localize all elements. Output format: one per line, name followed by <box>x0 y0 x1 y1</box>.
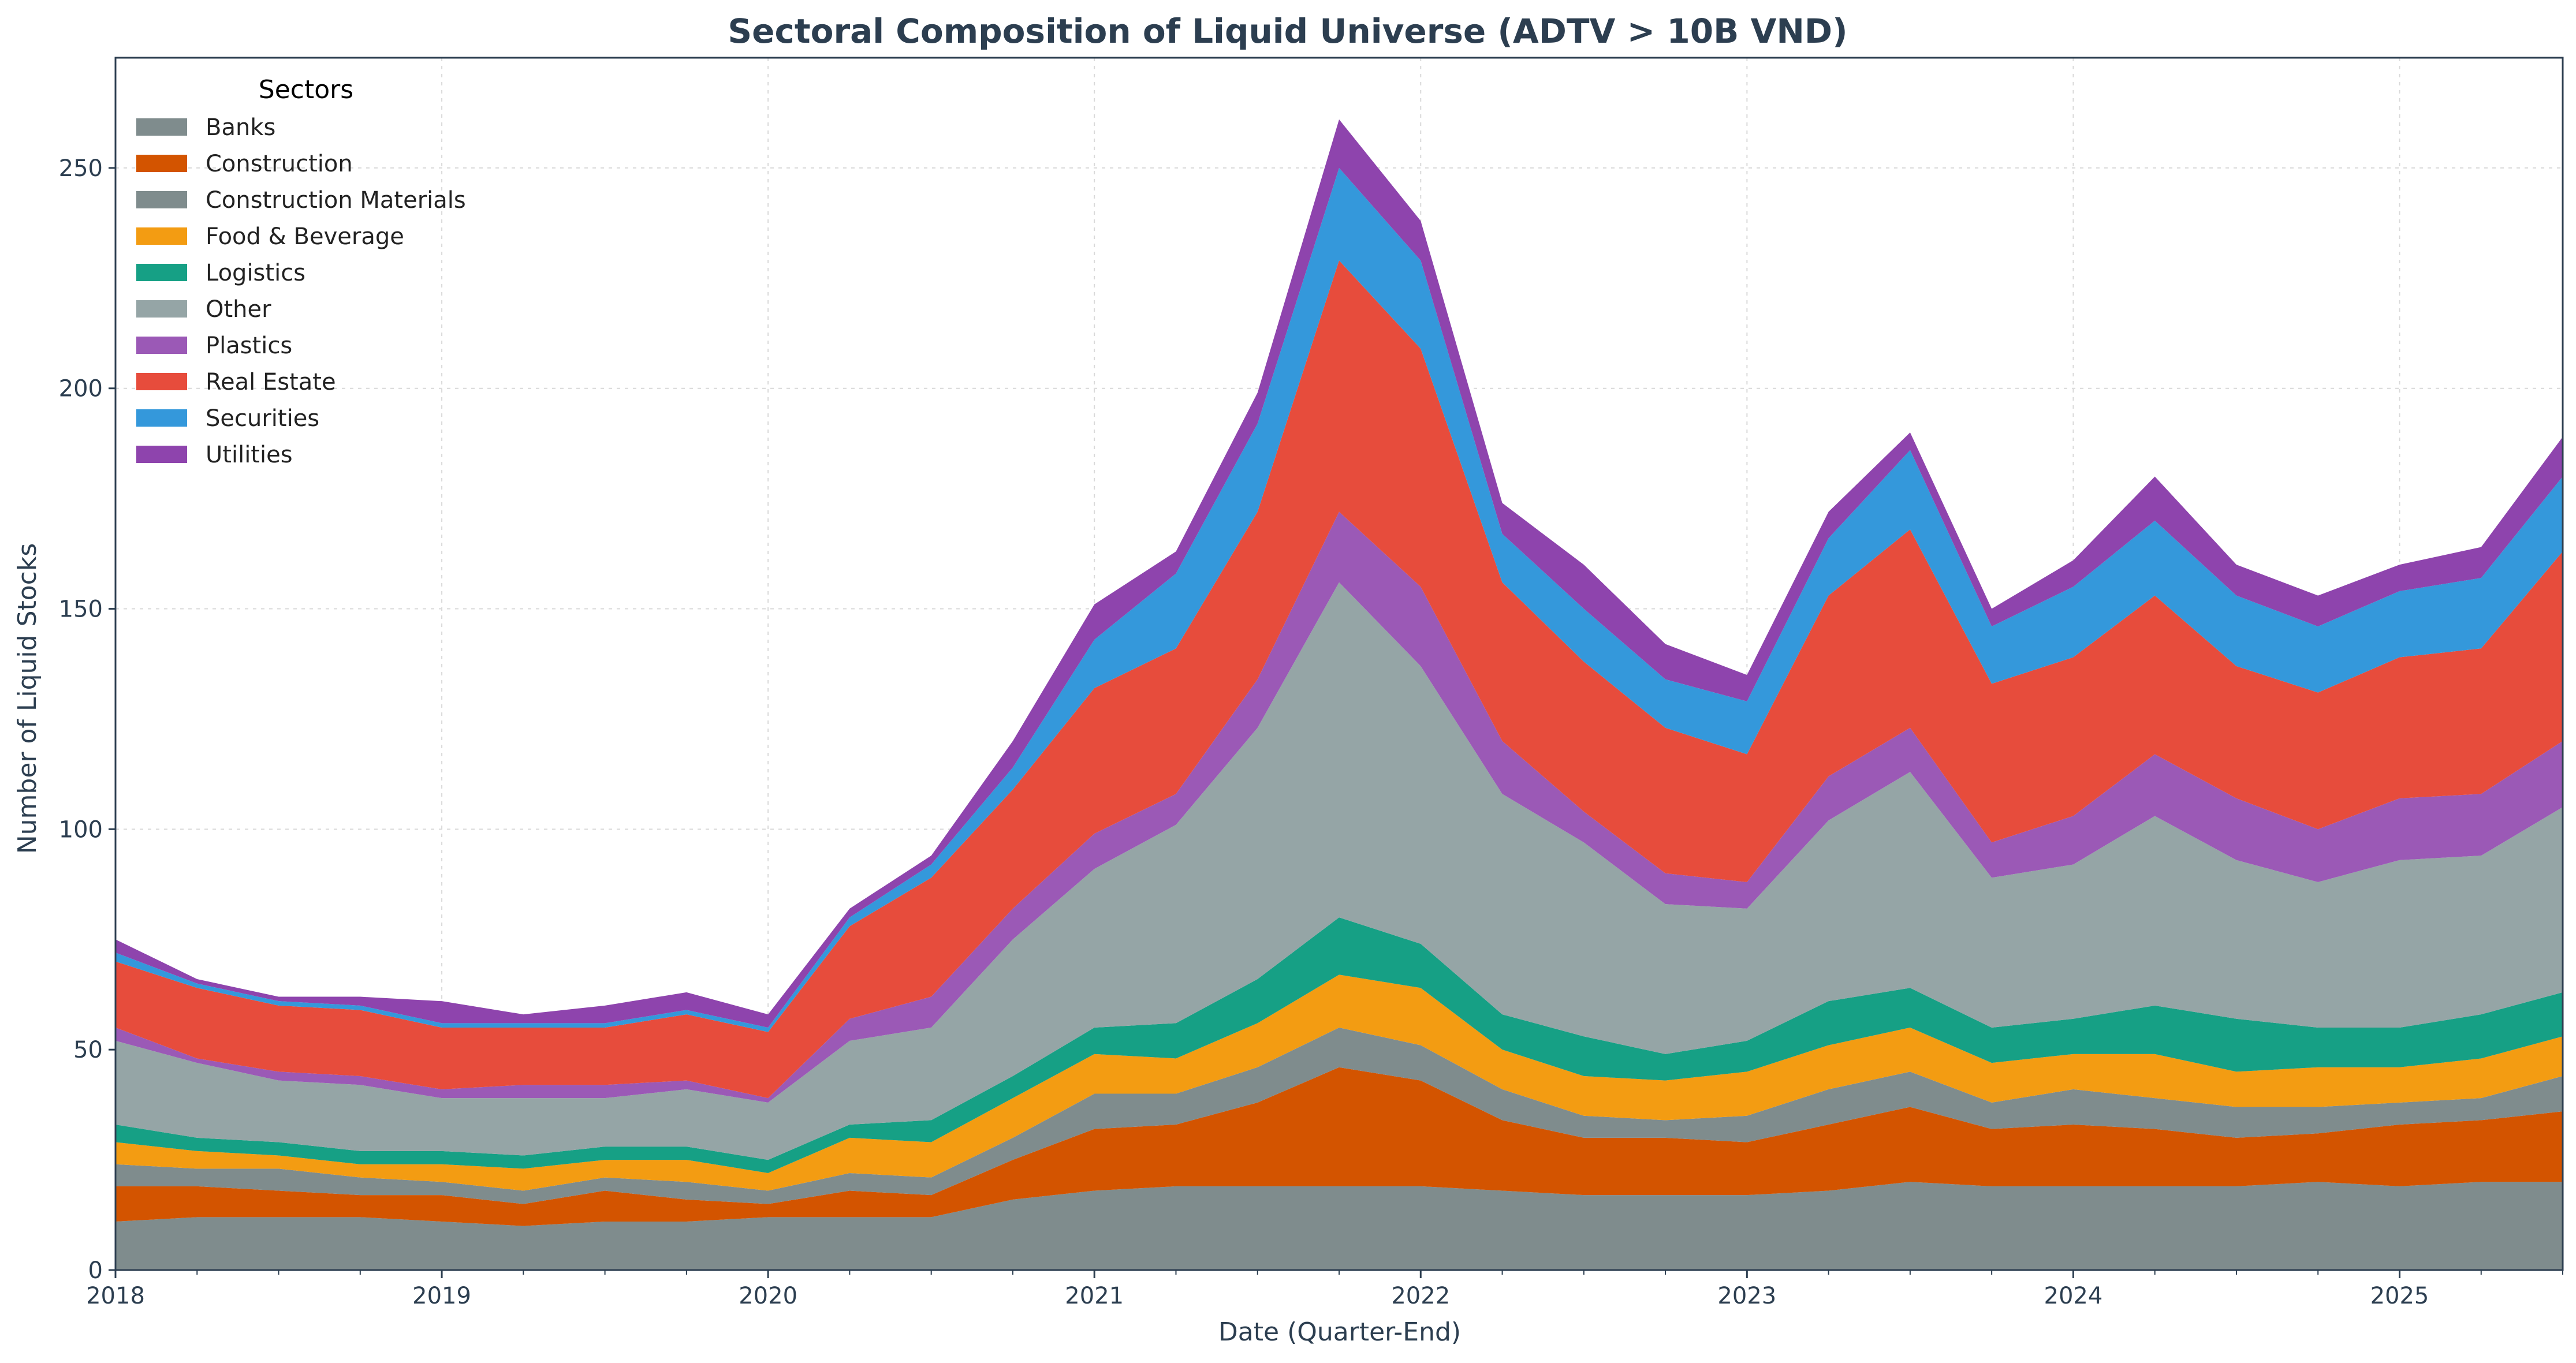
x-tick-label: 2018 <box>86 1283 145 1309</box>
area-series-construction-materials <box>115 1028 2563 1204</box>
legend-label-banks: Banks <box>206 114 275 141</box>
legend-label-construction: Construction <box>206 151 353 177</box>
x-axis: 2018 2019 2020 2021 2022 2023 2024 2025 <box>86 1270 2563 1309</box>
legend-swatch-logistics <box>136 264 187 281</box>
legend-swatch-banks <box>136 118 187 136</box>
x-tick-label: 2023 <box>1717 1283 1776 1309</box>
legend-swatch-utilities <box>136 446 187 463</box>
x-tick-label: 2022 <box>1391 1283 1450 1309</box>
area-series-real-estate <box>115 260 2563 1099</box>
legend-label-utilities: Utilities <box>206 442 293 468</box>
legend-label-food-and-beverage: Food & Beverage <box>206 223 404 250</box>
area-series-food-and-beverage <box>115 974 2563 1191</box>
y-tick-label: 0 <box>88 1257 103 1284</box>
legend-swatch-food-and-beverage <box>136 227 187 245</box>
area-series-other <box>115 582 2563 1160</box>
x-tick-label: 2025 <box>2370 1283 2429 1309</box>
y-axis-label: Number of Liquid Stocks <box>13 543 42 854</box>
y-tick-label: 100 <box>59 816 103 843</box>
area-series-utilities <box>115 119 2563 1028</box>
area-series-construction <box>115 1067 2563 1226</box>
legend-label-logistics: Logistics <box>206 260 305 286</box>
y-tick-label: 50 <box>73 1037 103 1063</box>
legend-swatch-securities <box>136 409 187 427</box>
chart-title: Sectoral Composition of Liquid Universe … <box>728 12 1847 51</box>
y-axis: 0 50 100 150 200 250 <box>59 155 115 1284</box>
legend-swatch-construction-materials <box>136 191 187 208</box>
legend-swatch-other <box>136 300 187 318</box>
area-series-layer <box>115 119 2563 1270</box>
x-tick-label: 2019 <box>412 1283 471 1309</box>
legend-label-real-estate: Real Estate <box>206 369 336 395</box>
legend: Sectors Banks Construction Construction Ma… <box>136 75 466 468</box>
area-series-banks <box>115 1182 2563 1270</box>
legend-label-securities: Securities <box>206 405 319 432</box>
legend-swatch-plastics <box>136 337 187 354</box>
legend-swatch-construction <box>136 155 187 172</box>
x-tick-label: 2024 <box>2044 1283 2103 1309</box>
area-series-securities <box>115 167 2563 1032</box>
y-tick-label: 150 <box>59 596 103 623</box>
y-tick-label: 250 <box>59 155 103 182</box>
x-axis-label: Date (Quarter-End) <box>1218 1317 1461 1347</box>
legend-title: Sectors <box>259 75 353 104</box>
y-tick-label: 200 <box>59 376 103 402</box>
legend-label-plastics: Plastics <box>206 333 292 359</box>
area-series-logistics <box>115 917 2563 1173</box>
x-tick-label: 2020 <box>739 1283 797 1309</box>
legend-label-construction-materials: Construction Materials <box>206 187 466 214</box>
legend-label-other: Other <box>206 296 271 323</box>
legend-swatch-real-estate <box>136 373 187 390</box>
x-tick-label: 2021 <box>1065 1283 1124 1309</box>
